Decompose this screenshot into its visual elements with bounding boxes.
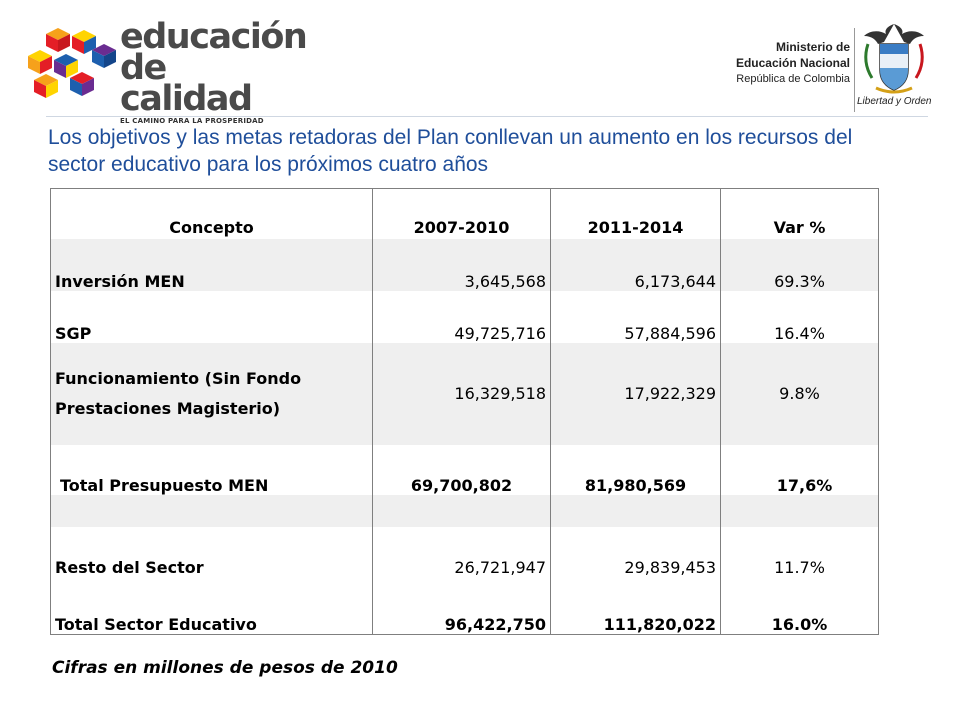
var-cell: 11.7% bbox=[720, 526, 879, 577]
var-cell: 16.0% bbox=[720, 576, 879, 635]
column-header: 2007-2010 bbox=[372, 188, 551, 239]
concepto-cell: Inversión MEN bbox=[50, 238, 373, 291]
ministry-line-3: República de Colombia bbox=[736, 73, 850, 85]
concepto-cell bbox=[50, 494, 373, 527]
period-2011-2014-cell: 111,820,022 bbox=[550, 576, 721, 635]
brand-wordmark: educación de calidad EL CAMINO PARA LA P… bbox=[120, 17, 308, 126]
concepto-cell: SGP bbox=[50, 290, 373, 343]
table-row: Funcionamiento (Sin Fondo Prestaciones M… bbox=[50, 342, 879, 445]
var-cell: 9.8% bbox=[720, 342, 879, 445]
period-2011-2014-cell: 17,922,329 bbox=[550, 342, 721, 445]
ministry-line-1: Ministerio de bbox=[775, 40, 850, 54]
var-cell: 69.3% bbox=[720, 238, 879, 291]
concepto-cell: Resto del Sector bbox=[50, 526, 373, 577]
column-header: 2011-2014 bbox=[550, 188, 721, 239]
concepto-cell: Total Presupuesto MEN bbox=[50, 444, 373, 495]
period-2007-2010-cell bbox=[372, 494, 551, 527]
table-row: SGP 49,725,716 57,884,596 16.4% bbox=[50, 290, 879, 343]
period-2007-2010-cell: 3,645,568 bbox=[372, 238, 551, 291]
period-2011-2014-cell: 57,884,596 bbox=[550, 290, 721, 343]
period-2007-2010-cell: 49,725,716 bbox=[372, 290, 551, 343]
ministry-name: Ministerio de Educación Nacional Repúbli… bbox=[722, 39, 850, 87]
period-2007-2010-cell: 69,700,802 bbox=[372, 444, 551, 495]
colombia-coat-of-arms-icon bbox=[864, 24, 924, 94]
crest-motto: Libertad y Orden bbox=[857, 96, 932, 107]
ministry-line-2: Educación Nacional bbox=[735, 56, 850, 70]
column-header: Concepto bbox=[50, 188, 373, 239]
ministry-logo: Ministerio de Educación Nacional Repúbli… bbox=[722, 22, 934, 114]
brand-tagline: EL CAMINO PARA LA PROSPERIDAD bbox=[120, 117, 264, 125]
var-cell: 17,6% bbox=[720, 444, 879, 495]
period-2011-2014-cell: 29,839,453 bbox=[550, 526, 721, 577]
educacion-de-calidad-logo: educación de calidad EL CAMINO PARA LA P… bbox=[28, 20, 308, 125]
period-2007-2010-cell: 16,329,518 bbox=[372, 342, 551, 445]
table-row: Resto del Sector 26,721,947 29,839,453 1… bbox=[50, 526, 879, 577]
table-row-empty bbox=[50, 494, 879, 527]
brand-line-2: de calidad bbox=[120, 48, 253, 119]
budget-table: Concepto 2007-2010 2011-2014 Var % Inver… bbox=[50, 188, 879, 635]
concepto-cell: Funcionamiento (Sin Fondo Prestaciones M… bbox=[50, 342, 373, 445]
var-cell: 16.4% bbox=[720, 290, 879, 343]
period-2011-2014-cell: 81,980,569 bbox=[550, 444, 721, 495]
table-row-total-sector: Total Sector Educativo 96,422,750 111,82… bbox=[50, 576, 879, 635]
table-row-total-men: Total Presupuesto MEN 69,700,802 81,980,… bbox=[50, 444, 879, 495]
table-header-row: Concepto 2007-2010 2011-2014 Var % bbox=[50, 188, 879, 239]
column-header: Var % bbox=[720, 188, 879, 239]
table-row: Inversión MEN 3,645,568 6,173,644 69.3% bbox=[50, 238, 879, 291]
colored-cubes-icon bbox=[28, 28, 116, 98]
table-footnote: Cifras en millones de pesos de 2010 bbox=[52, 658, 398, 678]
var-cell bbox=[720, 494, 879, 527]
period-2011-2014-cell bbox=[550, 494, 721, 527]
concepto-cell: Total Sector Educativo bbox=[50, 576, 373, 635]
period-2007-2010-cell: 96,422,750 bbox=[372, 576, 551, 635]
period-2011-2014-cell: 6,173,644 bbox=[550, 238, 721, 291]
ministry-divider bbox=[854, 28, 855, 112]
period-2007-2010-cell: 26,721,947 bbox=[372, 526, 551, 577]
header-divider bbox=[46, 116, 928, 117]
slide-headline: Los objetivos y las metas retadoras del … bbox=[48, 126, 853, 176]
brand-line-1: educación bbox=[120, 17, 308, 57]
